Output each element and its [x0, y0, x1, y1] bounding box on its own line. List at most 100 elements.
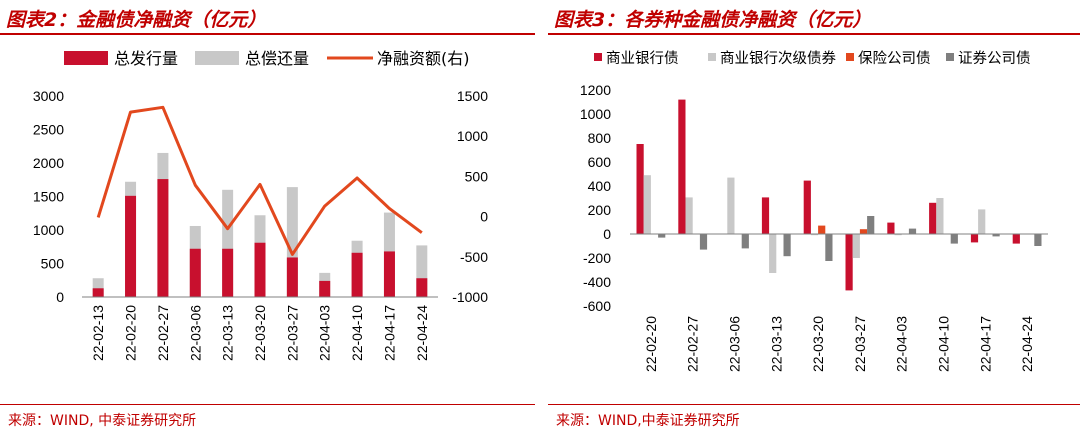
x-tick-label: 22-04-10 — [349, 305, 365, 361]
bar-securities-bond — [699, 234, 708, 250]
left-chart-panel: 图表2：金融债净融资（亿元） 总发行量 总偿还量 净融资额(右) 0 500 1000 15… — [0, 0, 535, 432]
bar-bank-subordinated-bond — [769, 234, 777, 273]
bar-bank-bond — [761, 197, 770, 234]
bar-securities-bond — [658, 234, 666, 238]
legend-swatch-bank-bond — [594, 53, 602, 61]
bar-issuance — [319, 280, 331, 297]
left-title-bar: 图表2：金融债净融资（亿元） — [0, 2, 535, 35]
left-chart-svg: 总发行量 总偿还量 净融资额(右) 0 500 1000 1500 2000 2500 3000 -… — [33, 49, 489, 361]
legend-label-bank-subordinated-bond: 商业银行次级债券 — [720, 50, 836, 67]
x-tick-label: 22-02-13 — [90, 305, 106, 361]
bar-bank-subordinated-bond — [810, 234, 819, 236]
bar-securities-bond — [741, 234, 749, 249]
bar-securities-bond — [783, 234, 791, 257]
x-tick-label: 22-04-17 — [977, 316, 993, 372]
left-chart-title: 图表2：金融债净融资（亿元） — [6, 9, 267, 31]
legend-label-securities-bond: 证券公司债 — [958, 50, 1031, 67]
legend-swatch-bank-subordinated-bond — [708, 53, 716, 61]
bar-securities-bond — [950, 234, 958, 244]
bar-bank-bond — [845, 234, 853, 291]
x-tick-label: 22-04-10 — [936, 316, 952, 372]
legend-swatch-insurance-bond — [846, 53, 854, 61]
x-tick-label: 22-02-20 — [643, 316, 659, 372]
x-tick-label: 22-04-03 — [894, 316, 910, 372]
bar-repayment — [286, 187, 298, 297]
y-tick-label: 200 — [588, 202, 612, 218]
y-tick-label: 800 — [588, 130, 612, 146]
right-source-text: 来源：WIND,中泰证券研究所 — [556, 413, 740, 429]
y-right-tick-label: 500 — [465, 168, 489, 184]
x-tick-label: 22-03-13 — [220, 305, 236, 361]
bar-issuance — [416, 278, 428, 297]
bar-bank-bond — [929, 202, 937, 234]
y-tick-label: 1000 — [580, 106, 611, 122]
x-tick-label: 22-04-17 — [381, 305, 397, 361]
legend-swatch-issuance — [64, 51, 108, 65]
x-tick-label: 22-03-20 — [252, 305, 268, 361]
legend-label-insurance-bond: 保险公司债 — [858, 50, 931, 67]
bar-issuance — [125, 195, 137, 297]
legend-swatch-securities-bond — [946, 53, 954, 61]
x-tick-label: 22-03-06 — [187, 305, 203, 361]
x-tick-label: 22-03-27 — [284, 305, 300, 361]
y-left-tick-label: 500 — [41, 256, 65, 272]
legend-label-issuance: 总发行量 — [114, 49, 178, 68]
right-chart-svg: 商业银行债 商业银行次级债券 保险公司债 证券公司债 -600 -400 -200 0 200 4… — [580, 50, 1048, 372]
bar-bank-subordinated-bond — [894, 234, 902, 236]
bar-bank-subordinated-bond — [643, 175, 651, 234]
bar-repayment — [92, 278, 104, 297]
y-left-tick-label: 0 — [56, 289, 64, 305]
x-tick-label: 22-04-24 — [414, 305, 430, 361]
y-tick-label: 0 — [603, 226, 611, 242]
bar-issuance — [383, 251, 395, 297]
line-net-financing — [96, 105, 423, 256]
bar-bank-bond — [678, 99, 686, 234]
bar-bank-bond — [803, 180, 811, 234]
bar-repayment — [416, 245, 428, 297]
bar-bank-subordinated-bond — [685, 197, 693, 234]
bar-issuance — [189, 248, 201, 297]
x-tick-label: 22-02-27 — [155, 305, 171, 361]
bar-bank-bond — [1012, 234, 1020, 244]
y-tick-label: 600 — [588, 154, 612, 170]
legend-label-net-financing: 净融资额(右) — [377, 49, 470, 68]
bar-securities-bond — [908, 228, 917, 234]
bar-bank-bond — [887, 222, 895, 234]
x-tick-label: 22-03-13 — [768, 316, 784, 372]
bar-issuance — [92, 288, 104, 297]
legend-label-repayment: 总偿还量 — [245, 49, 309, 68]
bar-issuance — [157, 179, 169, 297]
bar-insurance-bond — [859, 229, 868, 234]
y-left-tick-label: 1500 — [33, 189, 64, 205]
legend-label-bank-bond: 商业银行债 — [606, 50, 679, 67]
y-left-tick-label: 3000 — [33, 88, 64, 104]
y-left-tick-label: 2500 — [33, 122, 64, 138]
y-right-tick-label: -500 — [460, 249, 488, 265]
y-left-tick-label: 2000 — [33, 155, 64, 171]
y-tick-label: -400 — [583, 274, 611, 290]
bar-bank-subordinated-bond — [978, 209, 986, 234]
bar-bank-bond — [636, 144, 644, 234]
bar-bank-subordinated-bond — [936, 198, 944, 234]
x-tick-label: 22-04-03 — [317, 305, 333, 361]
y-right-tick-label: -1000 — [452, 289, 488, 305]
bar-repayment — [222, 189, 234, 297]
x-tick-label: 22-03-06 — [727, 316, 743, 372]
bar-securities-bond — [825, 234, 833, 261]
x-tick-label: 22-03-20 — [810, 316, 826, 372]
x-tick-label: 22-02-27 — [685, 316, 701, 372]
left-source-bar: 来源：WIND, 中泰证券研究所 — [0, 404, 535, 431]
y-right-tick-label: 1500 — [457, 88, 488, 104]
bar-issuance — [254, 242, 266, 297]
bar-issuance — [222, 248, 234, 297]
bar-securities-bond — [1034, 234, 1042, 246]
right-source-bar: 来源：WIND,中泰证券研究所 — [548, 404, 1080, 431]
x-tick-label: 22-04-24 — [1019, 316, 1035, 372]
y-left-tick-label: 1000 — [33, 222, 64, 238]
y-tick-label: -200 — [583, 250, 611, 266]
bar-securities-bond — [867, 216, 875, 234]
x-tick-label: 22-03-27 — [852, 316, 868, 372]
y-tick-label: 1200 — [580, 82, 611, 98]
bar-bank-subordinated-bond — [727, 177, 735, 234]
left-source-text: 来源：WIND, 中泰证券研究所 — [8, 413, 197, 429]
